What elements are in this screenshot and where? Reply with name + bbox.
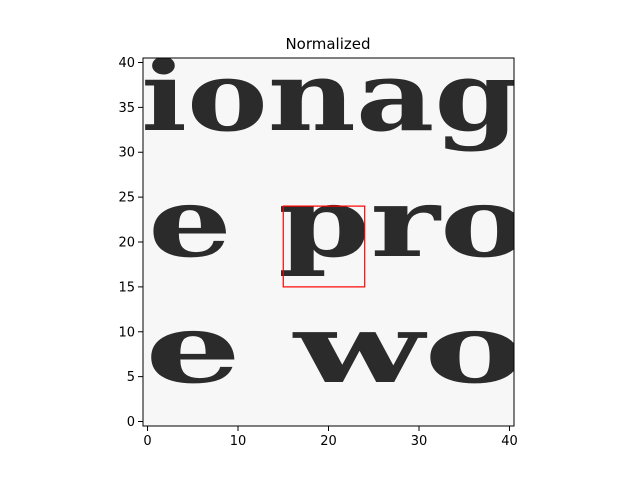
image-background [143,58,514,426]
y-tick-label: 40 [118,56,135,71]
highlight-box [282,205,366,288]
x-tick-label: 0 [143,434,151,449]
chart-title: Normalized [285,35,370,53]
y-tick-label: 15 [118,280,135,295]
text-line-2: e pro [148,166,528,279]
y-tick-label: 5 [127,370,135,385]
axes-frame [142,57,515,427]
image-content: ionag e pro e wo [141,40,528,405]
y-tick-label: 0 [127,415,135,430]
x-tick-label: 10 [230,434,247,449]
x-tick-label: 30 [411,434,428,449]
x-axis-ticks: 0 10 20 30 40 [143,426,518,449]
y-axis-ticks: 0 5 10 15 20 25 30 35 40 [118,56,143,430]
y-tick-label: 30 [118,146,135,161]
text-line-1: ionag [141,40,519,153]
y-tick-label: 35 [118,101,135,116]
y-tick-label: 10 [118,325,135,340]
x-tick-label: 40 [501,434,518,449]
text-line-3: e wo [145,292,525,405]
x-tick-label: 20 [320,434,337,449]
y-tick-label: 20 [118,236,135,251]
y-tick-label: 25 [118,191,135,206]
